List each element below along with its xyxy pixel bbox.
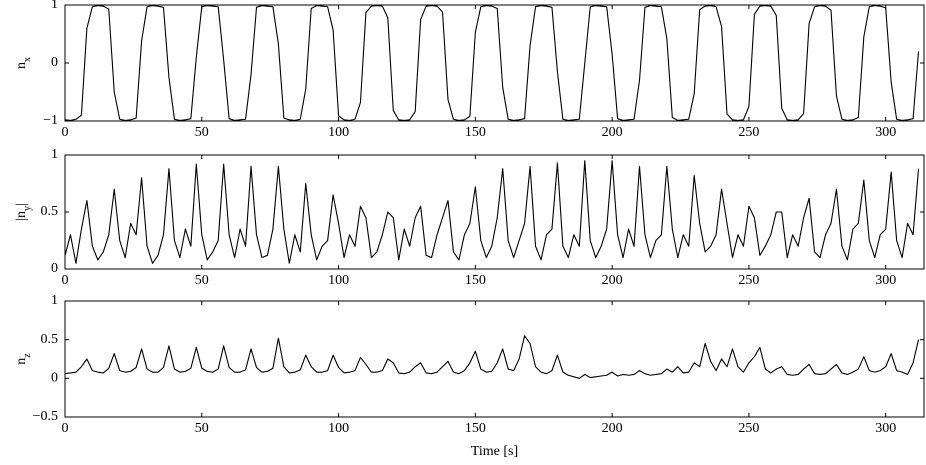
y-axis-label-part: | — [14, 203, 29, 206]
x-tick-label: 100 — [328, 273, 349, 288]
x-tick-label: 50 — [195, 421, 209, 436]
y-tick-label: 1 — [51, 147, 58, 162]
data-line — [64, 5, 920, 121]
x-tick-label: 100 — [328, 125, 349, 140]
x-tick-label: 200 — [602, 125, 623, 140]
y-tick-label: 1 — [51, 293, 58, 308]
y-axis-label-part: n — [14, 358, 29, 365]
y-axis-label: |ny| — [14, 203, 33, 221]
x-tick-label: 300 — [875, 273, 896, 288]
x-axis-label: Time [s] — [471, 444, 518, 459]
x-tick-label: 150 — [465, 421, 486, 436]
y-tick-label: 0 — [51, 261, 58, 276]
y-axis-label-part: |n — [14, 211, 29, 221]
y-axis-label-part: n — [14, 62, 29, 69]
x-tick-label: 50 — [195, 125, 209, 140]
y-axis-label-part: z — [22, 353, 33, 358]
x-tick-label: 250 — [738, 273, 759, 288]
y-axis-label-part: x — [22, 57, 33, 62]
x-tick-label: 250 — [738, 421, 759, 436]
y-axis-label: nz — [14, 353, 33, 365]
x-tick-label: 50 — [195, 273, 209, 288]
x-tick-label: 200 — [602, 421, 623, 436]
x-tick-label: 300 — [875, 125, 896, 140]
x-tick-label: 250 — [738, 125, 759, 140]
plot-frame — [64, 300, 925, 418]
x-tick-label: 0 — [62, 421, 69, 436]
x-tick-label: 150 — [465, 273, 486, 288]
y-tick-label: 0.5 — [41, 332, 59, 347]
y-tick-label: −1 — [43, 113, 58, 128]
x-tick-label: 200 — [602, 273, 623, 288]
x-tick-label: 150 — [465, 125, 486, 140]
data-line — [64, 335, 920, 379]
x-tick-label: 0 — [62, 125, 69, 140]
y-tick-label: 0 — [51, 371, 58, 386]
y-tick-label: 0.5 — [41, 204, 59, 219]
y-tick-label: 1 — [51, 0, 58, 12]
y-tick-label: −0.5 — [33, 409, 58, 424]
y-axis-label-part: y — [22, 206, 33, 211]
data-line — [64, 160, 920, 264]
x-tick-label: 0 — [62, 273, 69, 288]
x-tick-label: 300 — [875, 421, 896, 436]
y-axis-label: nx — [14, 57, 33, 69]
y-tick-label: 0 — [51, 55, 58, 70]
x-tick-label: 100 — [328, 421, 349, 436]
